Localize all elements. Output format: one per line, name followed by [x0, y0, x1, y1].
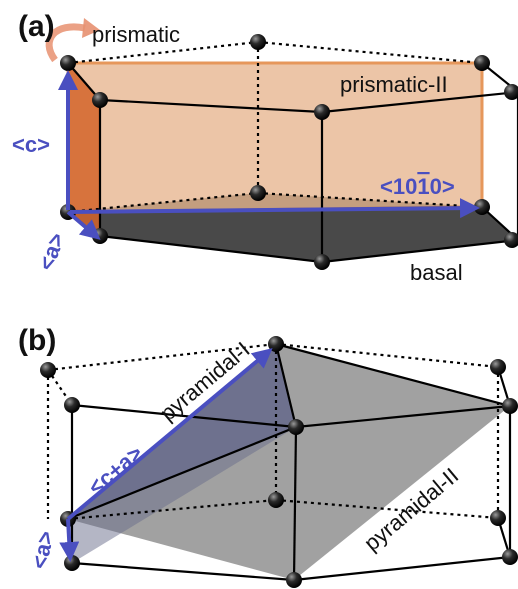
- atom: [288, 419, 304, 435]
- basal-label: basal: [410, 260, 463, 285]
- pyramidal-I-plane: [68, 344, 296, 519]
- pyramidal-I-plane-lower: [68, 427, 296, 563]
- atom: [504, 232, 518, 248]
- atom: [474, 199, 490, 215]
- rotation-arrow-icon: [45, 23, 86, 63]
- panel-a-label: (a): [18, 10, 55, 43]
- a-vector-arrow-b: [59, 518, 80, 562]
- atom: [64, 397, 80, 413]
- panel-a: (a) prismatic prismatic-II basal <c> <a>…: [12, 10, 518, 285]
- atom: [286, 572, 302, 588]
- pyramidal-II-plane: [68, 344, 510, 580]
- atom: [250, 34, 266, 50]
- atom: [504, 84, 518, 100]
- atom: [474, 55, 490, 71]
- c-plus-a-vector-arrow: [66, 348, 273, 521]
- atom: [268, 336, 284, 352]
- c-vector-label: <c>: [12, 132, 50, 157]
- a-vector-label-a: <a>: [33, 230, 69, 274]
- a-vector-arrow-a: [66, 210, 101, 240]
- direction-label-prefix: <10: [380, 174, 417, 199]
- atom: [502, 549, 518, 565]
- atom: [490, 510, 506, 526]
- atom: [92, 92, 108, 108]
- atom: [40, 362, 56, 378]
- panel-b-label: (b): [18, 324, 56, 357]
- atom: [490, 359, 506, 375]
- prismatic-label: prismatic: [92, 22, 180, 47]
- atom: [250, 185, 266, 201]
- hidden-edges-a: [67, 40, 483, 214]
- direction-label-suffix: 0>: [430, 174, 455, 199]
- atom: [314, 104, 330, 120]
- direction-label: <1010>: [380, 174, 455, 199]
- direction-vector-arrow: [69, 198, 480, 219]
- atom: [502, 398, 518, 414]
- prismatic-II-label: prismatic-II: [340, 72, 448, 97]
- a-vector-label-b: <a>: [26, 529, 58, 571]
- panel-b: (b) pyramidal-I pyramidal-II <c+a> <a>: [18, 324, 518, 588]
- atom: [64, 555, 80, 571]
- atom: [268, 492, 284, 508]
- rotation-arrowhead-icon: [82, 18, 100, 38]
- prismatic-plane: [68, 63, 100, 236]
- atom: [60, 55, 76, 71]
- visible-edges-b: [67, 342, 512, 582]
- atom: [314, 254, 330, 270]
- direction-label-bar-digit: 1: [417, 174, 429, 199]
